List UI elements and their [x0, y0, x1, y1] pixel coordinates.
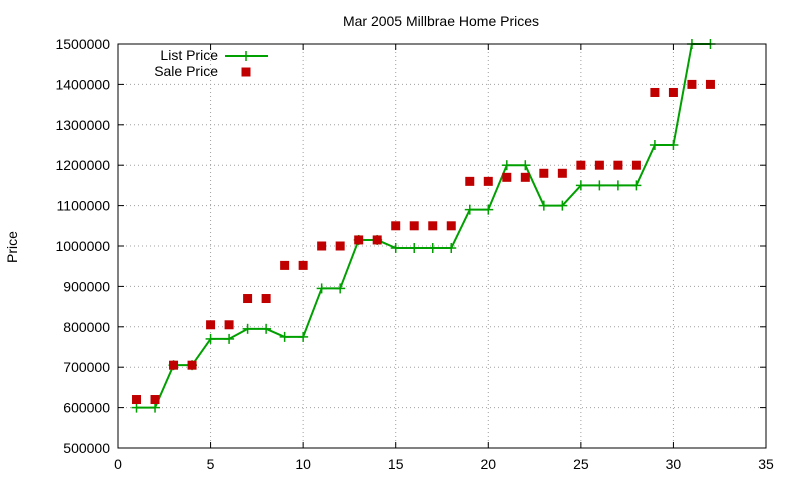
data-point-list-price [631, 180, 642, 191]
data-point-list-price [464, 204, 475, 215]
data-point-list-price [668, 140, 679, 150]
data-point-sale-price [317, 241, 327, 251]
x-tick-label: 5 [207, 456, 215, 472]
data-point-sale-price [465, 176, 475, 186]
series-sale-price [132, 79, 715, 405]
y-tick-label: 700000 [63, 359, 110, 375]
data-point-list-price [612, 180, 623, 191]
data-point-sale-price [243, 294, 253, 304]
data-point-sale-price [557, 168, 567, 178]
y-tick-label: 1000000 [55, 238, 110, 254]
data-point-sale-price [483, 176, 493, 186]
grid [118, 44, 766, 448]
data-point-list-price [520, 160, 531, 171]
data-point-sale-price [668, 87, 678, 97]
y-tick-label: 1400000 [55, 76, 110, 92]
data-point-sale-price [687, 79, 697, 89]
data-point-list-price [316, 283, 327, 294]
data-point-sale-price [298, 260, 308, 270]
data-point-sale-price [539, 168, 549, 178]
y-tick-label: 1300000 [55, 117, 110, 133]
data-point-sale-price [446, 221, 456, 231]
legend-label-sale-price: Sale Price [154, 63, 218, 79]
x-tick-label: 10 [295, 456, 311, 472]
data-point-sale-price [576, 160, 586, 170]
x-tick-label: 15 [388, 456, 404, 472]
x-tick-label: 35 [758, 456, 774, 472]
data-point-list-price [279, 331, 290, 342]
data-point-list-price [224, 333, 235, 344]
x-tick-label: 0 [114, 456, 122, 472]
data-point-sale-price [594, 160, 604, 170]
legend-marker-sale-price [241, 67, 251, 77]
data-point-list-price [150, 402, 161, 413]
data-point-list-price [538, 200, 549, 211]
legend-marker-list-price [241, 51, 251, 61]
data-point-sale-price [650, 87, 660, 97]
y-tick-label: 600000 [63, 400, 110, 416]
data-point-sale-price [428, 221, 438, 231]
data-point-sale-price [206, 320, 216, 330]
data-point-list-price [409, 243, 420, 254]
data-point-list-price [427, 243, 438, 254]
series-list-price [131, 39, 716, 413]
data-point-list-price [446, 243, 457, 254]
data-point-list-price [131, 402, 142, 413]
legend-label-list-price: List Price [160, 47, 218, 63]
data-point-sale-price [391, 221, 401, 231]
data-point-list-price [594, 180, 605, 191]
data-point-sale-price [372, 235, 382, 245]
data-point-list-price [483, 204, 494, 215]
data-point-sale-price [631, 160, 641, 170]
tick-labels: 0 5 10 15 20 25 30 35 500000 600000 700000 800000 90… [55, 36, 774, 472]
data-point-list-price [501, 160, 512, 171]
data-point-sale-price [261, 294, 271, 304]
data-point-list-price [575, 180, 586, 191]
y-tick-label: 1100000 [57, 198, 111, 214]
x-tick-label: 20 [480, 456, 496, 472]
data-point-sale-price [613, 160, 623, 170]
y-axis-label: Price [4, 231, 20, 263]
data-point-list-price [390, 243, 401, 254]
series-layer [131, 39, 716, 413]
data-point-sale-price [187, 360, 197, 370]
data-point-sale-price [335, 241, 345, 251]
y-tick-label: 1200000 [55, 157, 110, 173]
data-point-list-price [261, 323, 272, 334]
data-point-sale-price [502, 172, 512, 182]
y-tick-label: 1500000 [55, 36, 110, 52]
data-point-list-price [298, 331, 309, 342]
data-point-list-price [649, 140, 660, 150]
data-point-sale-price [150, 395, 160, 405]
x-tick-label: 25 [573, 456, 589, 472]
y-tick-label: 500000 [63, 440, 110, 456]
data-point-sale-price [354, 235, 364, 245]
data-point-list-price [557, 200, 568, 211]
chart-title: Mar 2005 Millbrae Home Prices [343, 13, 539, 29]
data-point-list-price [205, 333, 216, 344]
plot-frame [117, 43, 767, 449]
data-point-sale-price [169, 360, 179, 370]
data-point-sale-price [409, 221, 419, 231]
data-point-list-price [335, 283, 346, 294]
data-point-sale-price [224, 320, 234, 330]
data-point-sale-price [280, 260, 290, 270]
y-tick-label: 800000 [63, 319, 110, 335]
y-tick-label: 900000 [63, 278, 110, 294]
legend: List Price Sale Price [154, 47, 268, 79]
x-tick-label: 30 [666, 456, 682, 472]
data-point-sale-price [132, 395, 142, 405]
data-point-sale-price [705, 79, 715, 89]
series-line-list-price [136, 43, 711, 409]
data-point-sale-price [520, 172, 530, 182]
data-point-list-price [242, 323, 253, 334]
